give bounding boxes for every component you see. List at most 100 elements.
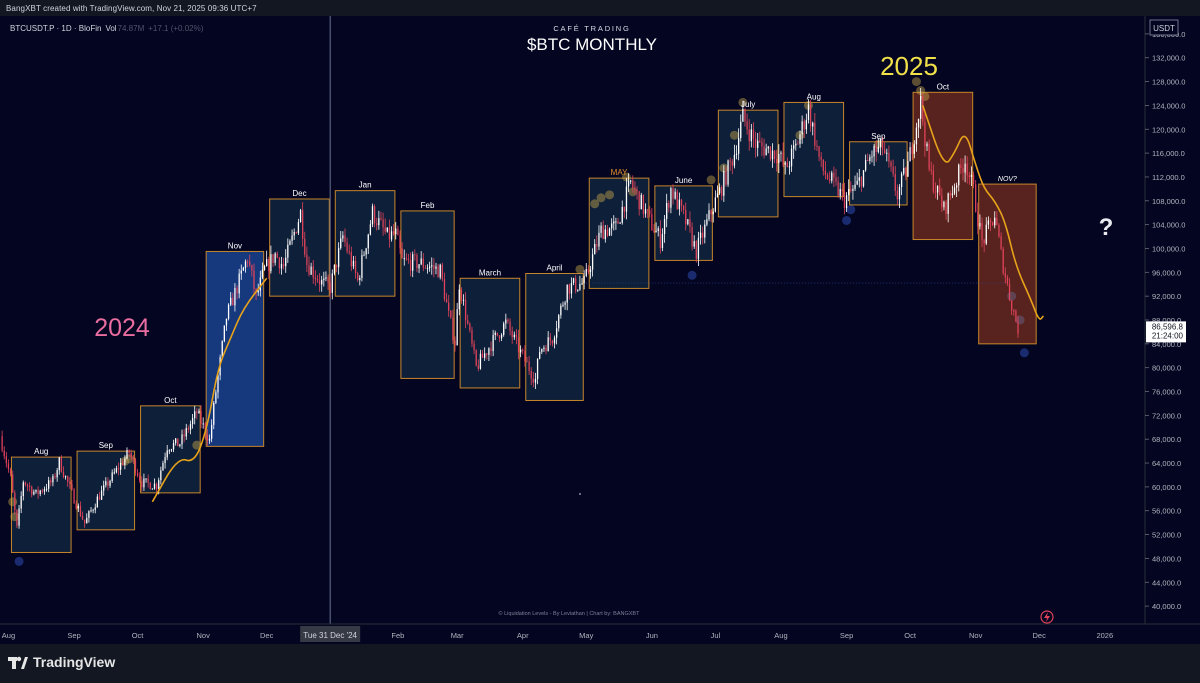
candle-body bbox=[71, 484, 73, 490]
currency-box[interactable] bbox=[1149, 19, 1179, 36]
time-tick-label: Nov bbox=[197, 631, 211, 640]
candle-body bbox=[674, 191, 676, 199]
candle-body bbox=[249, 261, 251, 266]
candle-body bbox=[33, 491, 35, 495]
candle-body bbox=[291, 235, 293, 241]
candle-body bbox=[613, 221, 615, 224]
time-tick-label: May bbox=[579, 631, 593, 640]
time-axis-panel[interactable] bbox=[0, 624, 1200, 644]
candle-body bbox=[594, 243, 596, 255]
candle-body bbox=[412, 254, 414, 271]
candle-body bbox=[661, 233, 664, 248]
candle-body bbox=[816, 145, 818, 147]
candle-body bbox=[75, 503, 77, 509]
candle-body bbox=[302, 210, 304, 239]
candle-body bbox=[812, 122, 814, 127]
candle-body bbox=[716, 193, 719, 198]
month-box-10 bbox=[654, 185, 713, 261]
last-price-label: 86,596.8 bbox=[1152, 322, 1184, 331]
candle-body bbox=[824, 170, 827, 175]
candle-body bbox=[820, 156, 822, 160]
candle-body bbox=[606, 229, 609, 236]
candle-body bbox=[297, 222, 300, 234]
candle-body bbox=[492, 334, 494, 352]
candle-body bbox=[450, 310, 452, 318]
month-box-label: Sep bbox=[99, 441, 114, 450]
candle-body bbox=[134, 459, 137, 473]
candle-body bbox=[689, 219, 691, 227]
price-tick-label: 100,000.0 bbox=[1152, 244, 1185, 253]
candle-body bbox=[803, 121, 805, 130]
candle-body bbox=[488, 348, 490, 355]
month-box-12 bbox=[783, 101, 845, 198]
projection-paths-layer bbox=[151, 105, 1045, 503]
candle-body bbox=[877, 146, 879, 153]
candle-body bbox=[695, 241, 697, 259]
candle-body bbox=[934, 191, 937, 193]
candle-body bbox=[767, 146, 769, 149]
candle-body bbox=[793, 145, 795, 149]
candle-body bbox=[795, 143, 797, 146]
candle-body bbox=[1013, 310, 1015, 312]
candle-body bbox=[26, 484, 29, 487]
candle-body bbox=[416, 255, 418, 269]
crosshair-date-box bbox=[300, 626, 361, 642]
month-box-11 bbox=[717, 109, 779, 218]
candle-body bbox=[168, 450, 170, 452]
candle-body bbox=[253, 270, 255, 289]
candle-body bbox=[587, 269, 590, 272]
tradingview-logo-icon bbox=[8, 656, 28, 669]
candle-body bbox=[860, 177, 863, 187]
candle-body bbox=[244, 261, 247, 268]
candle-body bbox=[939, 185, 941, 196]
candle-body bbox=[549, 337, 551, 341]
candle-body bbox=[84, 519, 86, 524]
candle-body bbox=[223, 325, 225, 342]
month-box-14 bbox=[912, 91, 974, 241]
candle-body bbox=[395, 228, 397, 235]
candle-body bbox=[596, 243, 598, 247]
candle-body bbox=[676, 191, 678, 210]
candle-body bbox=[361, 255, 363, 279]
candle-body bbox=[56, 470, 58, 478]
price-tick-label: 56,000.0 bbox=[1152, 507, 1181, 516]
candle-body bbox=[869, 157, 871, 161]
candle-body bbox=[12, 474, 14, 493]
candle-body bbox=[289, 240, 291, 245]
tradingview-logo[interactable]: TradingView bbox=[8, 654, 115, 670]
price-axis-panel[interactable] bbox=[1145, 16, 1200, 624]
candle-body bbox=[553, 337, 556, 344]
alert-icon[interactable] bbox=[1040, 610, 1054, 624]
month-box-4 bbox=[269, 198, 330, 297]
candle-body bbox=[782, 152, 784, 165]
candle-body bbox=[644, 209, 647, 214]
candle-body bbox=[314, 277, 317, 279]
volume-change: +17.1 (+0.02%) bbox=[148, 24, 203, 33]
candle-body bbox=[881, 138, 884, 150]
candle-body bbox=[562, 304, 564, 306]
candle-body bbox=[964, 163, 966, 173]
candle-body bbox=[28, 486, 31, 488]
candle-body bbox=[225, 318, 228, 326]
candle-body bbox=[166, 450, 168, 458]
candle-body bbox=[617, 221, 619, 224]
candle-body bbox=[807, 104, 810, 120]
chart-frame[interactable]: Aug Sep Oct Nov Dec Jan Feb March April MAY June Ju… bbox=[0, 16, 1200, 644]
candle-body bbox=[100, 490, 103, 500]
candle-body bbox=[651, 214, 653, 231]
candle-body bbox=[238, 273, 240, 294]
candle-body bbox=[246, 261, 249, 263]
liquidation-dot bbox=[590, 199, 600, 209]
candle-body bbox=[541, 349, 543, 352]
liquidation-dot bbox=[1015, 315, 1025, 325]
candle-body bbox=[54, 476, 56, 478]
candle-body bbox=[871, 156, 873, 158]
candle-body bbox=[998, 224, 1000, 237]
candle-body bbox=[378, 218, 380, 226]
candle-body bbox=[128, 450, 130, 453]
chart-canvas[interactable]: Aug Sep Oct Nov Dec Jan Feb March April MAY June Ju… bbox=[0, 16, 1200, 644]
month-box-label: Nov bbox=[228, 241, 242, 250]
symbol-legend[interactable]: BTCUSDT.P · 1D · BloFin Vol74.87M +17.1 (+… bbox=[10, 24, 204, 33]
candle-body bbox=[67, 476, 69, 482]
candle-body bbox=[985, 224, 987, 244]
